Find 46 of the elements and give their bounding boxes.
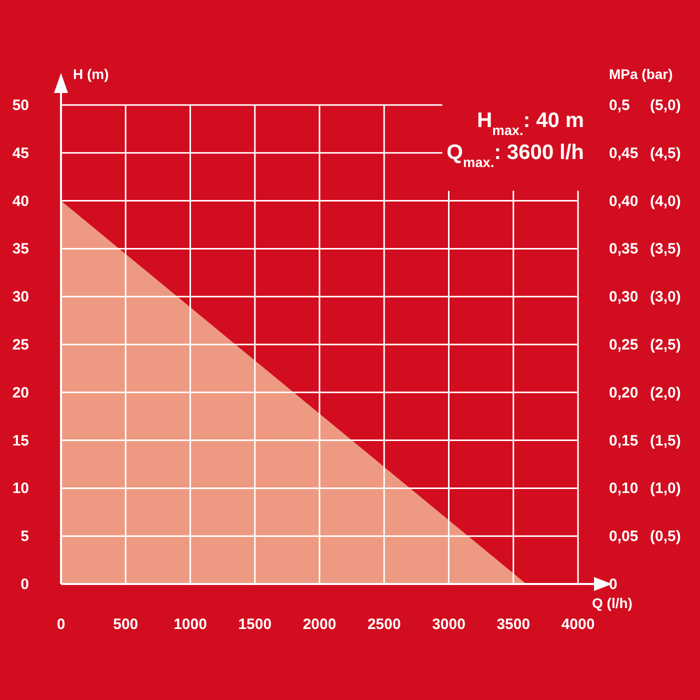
y2-tick-label: 0,30 — [609, 288, 638, 306]
x-tick-label: 3000 — [432, 616, 466, 633]
y3-tick-label: (2,0) — [650, 384, 681, 402]
x-tick-label: 0 — [56, 616, 66, 633]
y3-tick-label: (3,0) — [650, 288, 681, 306]
y2-tick-label: 0,45 — [609, 144, 638, 162]
y3-tick-label: (0,5) — [650, 528, 681, 546]
y2-tick-label: 0,20 — [609, 384, 638, 402]
x-tick-label: 2500 — [367, 616, 401, 633]
x-tick-label: 1000 — [174, 616, 207, 633]
y2-tick-label: 0,35 — [609, 240, 638, 258]
y2-tick-label: 0,40 — [609, 192, 638, 210]
x-tick-label: 1500 — [238, 616, 272, 633]
y-axis-title: H (m) — [73, 66, 109, 82]
y2-tick-label: 0,15 — [609, 432, 638, 450]
y-tick-label: 35 — [12, 240, 29, 258]
y3-tick-label: (1,5) — [650, 432, 681, 450]
y2-axis-title: MPa (bar) — [609, 66, 673, 82]
y2-tick-label: 0,25 — [609, 336, 638, 354]
y-tick-label: 15 — [12, 432, 29, 450]
y3-tick-label: (3,5) — [650, 240, 681, 258]
y2-tick-label: 0 — [609, 576, 618, 593]
y-tick-label: 20 — [12, 384, 29, 402]
y-tick-label: 10 — [12, 480, 29, 498]
y-tick-label: 5 — [20, 528, 29, 546]
x-axis-title: Q (l/h) — [592, 595, 632, 611]
y-tick-label: 0 — [20, 576, 29, 593]
x-tick-label: 500 — [113, 616, 138, 633]
y-tick-label: 25 — [12, 336, 29, 354]
x-tick-label: 4000 — [561, 616, 595, 633]
y-tick-label: 45 — [12, 144, 29, 162]
y2-tick-label: 0,10 — [609, 480, 638, 498]
y-tick-label: 50 — [12, 97, 29, 114]
y-tick-label: 30 — [12, 288, 29, 306]
x-tick-label: 2000 — [302, 616, 336, 633]
annotation: Q$_{max.}$: 3600 l/h — [446, 141, 584, 170]
y3-tick-label: (1,0) — [650, 480, 681, 498]
x-tick-label: 3500 — [496, 616, 530, 633]
y3-tick-label: (4,0) — [650, 192, 681, 210]
annotation: H$_{max.}$: 40 m — [477, 109, 584, 138]
y3-tick-label: (5,0) — [650, 97, 681, 114]
y3-tick-label: (4,5) — [650, 144, 681, 162]
y3-tick-label: (2,5) — [650, 336, 681, 354]
y2-tick-label: 0,05 — [609, 528, 638, 546]
y-tick-label: 40 — [12, 192, 29, 210]
y2-tick-label: 0,5 — [609, 97, 630, 114]
